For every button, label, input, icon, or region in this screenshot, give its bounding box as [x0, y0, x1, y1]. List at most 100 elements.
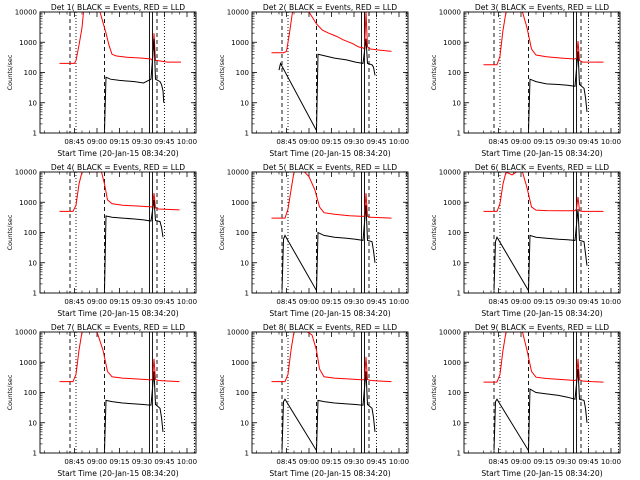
- plot-frame: [251, 331, 409, 454]
- x-tick-label: 09:00: [87, 458, 107, 466]
- y-tick-label: 1: [457, 450, 461, 458]
- plot-frame: [251, 11, 409, 134]
- x-tick-label: 09:00: [299, 298, 319, 306]
- x-tick-label: 08:45: [64, 298, 84, 306]
- y-tick-label: 10: [28, 99, 37, 107]
- series-events-line: [493, 208, 588, 293]
- y-axis-label: Counts/sec: [218, 54, 226, 90]
- y-tick-label: 1000: [19, 359, 37, 367]
- y-tick-label: 10000: [439, 329, 461, 337]
- x-tick-label: 09:15: [321, 138, 341, 146]
- series-events-line: [281, 205, 376, 293]
- y-tick-label: 10000: [227, 169, 249, 177]
- detector-plot-3: Det 3( BLACK = Events, RED = LLD Start Ti…: [430, 3, 621, 158]
- y-tick-label: 100: [448, 229, 461, 237]
- x-axis-label: Start Time (20-Jan-15 08:34:20): [57, 309, 178, 318]
- x-axis-label: Start Time (20-Jan-15 08:34:20): [481, 149, 602, 158]
- plot-frame: [251, 171, 409, 294]
- x-tick-label: 09:00: [299, 138, 319, 146]
- y-tick-label: 1: [245, 450, 249, 458]
- x-tick-label: 08:45: [488, 298, 508, 306]
- y-tick-label: 1000: [443, 199, 461, 207]
- y-axis-label: Counts/sec: [218, 214, 226, 250]
- series-lld-line: [59, 12, 181, 64]
- series-events-line: [104, 199, 164, 291]
- series-lld-line: [271, 332, 392, 383]
- series-lld-line: [271, 12, 392, 54]
- x-tick-label: 10:00: [389, 458, 409, 466]
- x-tick-label: 08:45: [488, 458, 508, 466]
- series-lld-line: [483, 12, 604, 66]
- y-tick-label: 100: [236, 229, 249, 237]
- x-tick-label: 09:45: [578, 298, 598, 306]
- plot-frame: [39, 331, 197, 454]
- y-axis-label: Counts/sec: [430, 54, 438, 90]
- x-axis-label: Start Time (20-Jan-15 08:34:20): [269, 149, 390, 158]
- y-tick-label: 10000: [15, 9, 37, 17]
- y-tick-label: 10000: [227, 329, 249, 337]
- x-axis-label: Start Time (20-Jan-15 08:34:20): [269, 309, 390, 318]
- x-tick-label: 10:00: [601, 458, 621, 466]
- y-tick-label: 1000: [443, 359, 461, 367]
- y-tick-label: 1: [457, 130, 461, 138]
- x-tick-label: 10:00: [177, 138, 197, 146]
- x-tick-label: 08:45: [276, 298, 296, 306]
- y-tick-label: 10: [240, 99, 249, 107]
- y-tick-label: 1: [245, 130, 249, 138]
- x-tick-label: 08:45: [64, 458, 84, 466]
- x-tick-label: 09:15: [109, 458, 129, 466]
- y-tick-label: 100: [236, 389, 249, 397]
- y-tick-label: 10000: [227, 9, 249, 17]
- x-tick-label: 10:00: [389, 138, 409, 146]
- y-tick-label: 1000: [231, 39, 249, 47]
- x-tick-label: 08:45: [64, 138, 84, 146]
- x-tick-label: 09:00: [299, 458, 319, 466]
- x-tick-label: 09:00: [511, 458, 531, 466]
- x-tick-label: 09:15: [109, 138, 129, 146]
- x-tick-label: 09:15: [321, 298, 341, 306]
- x-tick-label: 09:45: [366, 458, 386, 466]
- x-tick-label: 09:30: [556, 138, 576, 146]
- x-tick-label: 09:30: [344, 458, 364, 466]
- plot-title: Det 4( BLACK = Events, RED = LLD: [51, 163, 185, 172]
- detector-plot-5: Det 5( BLACK = Events, RED = LLD Start Ti…: [218, 163, 409, 318]
- y-tick-label: 1: [245, 290, 249, 298]
- y-tick-label: 100: [24, 229, 37, 237]
- series-events-line: [281, 371, 376, 453]
- x-tick-label: 09:30: [556, 298, 576, 306]
- y-tick-label: 1000: [19, 39, 37, 47]
- x-tick-label: 09:15: [533, 458, 553, 466]
- x-tick-label: 09:00: [87, 298, 107, 306]
- series-lld-line: [271, 172, 392, 219]
- x-tick-label: 09:45: [578, 138, 598, 146]
- y-tick-label: 10: [452, 259, 461, 267]
- series-events-line: [278, 38, 376, 133]
- x-tick-label: 09:30: [344, 298, 364, 306]
- detector-plot-9: Det 9( BLACK = Events, RED = LLD Start Ti…: [430, 323, 621, 478]
- x-tick-label: 10:00: [389, 298, 409, 306]
- x-tick-label: 09:00: [511, 138, 531, 146]
- x-tick-label: 09:30: [556, 458, 576, 466]
- y-tick-label: 100: [236, 69, 249, 77]
- y-tick-label: 10000: [439, 9, 461, 17]
- x-axis-label: Start Time (20-Jan-15 08:34:20): [57, 149, 178, 158]
- y-tick-label: 10: [28, 419, 37, 427]
- detector-plot-7: Det 7( BLACK = Events, RED = LLD Start Ti…: [6, 323, 197, 478]
- y-axis-label: Counts/sec: [218, 374, 226, 410]
- x-tick-label: 09:45: [578, 458, 598, 466]
- x-tick-label: 09:00: [511, 298, 531, 306]
- x-tick-label: 09:00: [87, 138, 107, 146]
- x-tick-label: 09:15: [533, 298, 553, 306]
- y-tick-label: 10: [240, 419, 249, 427]
- x-tick-label: 09:15: [321, 458, 341, 466]
- y-axis-label: Counts/sec: [430, 214, 438, 250]
- y-tick-label: 10: [28, 259, 37, 267]
- detector-plot-2: Det 2( BLACK = Events, RED = LLD Start Ti…: [218, 3, 409, 158]
- series-lld-line: [483, 332, 604, 383]
- plot-title: Det 8( BLACK = Events, RED = LLD: [263, 323, 397, 332]
- x-tick-label: 08:45: [488, 138, 508, 146]
- y-tick-label: 100: [448, 69, 461, 77]
- x-tick-label: 09:30: [132, 458, 152, 466]
